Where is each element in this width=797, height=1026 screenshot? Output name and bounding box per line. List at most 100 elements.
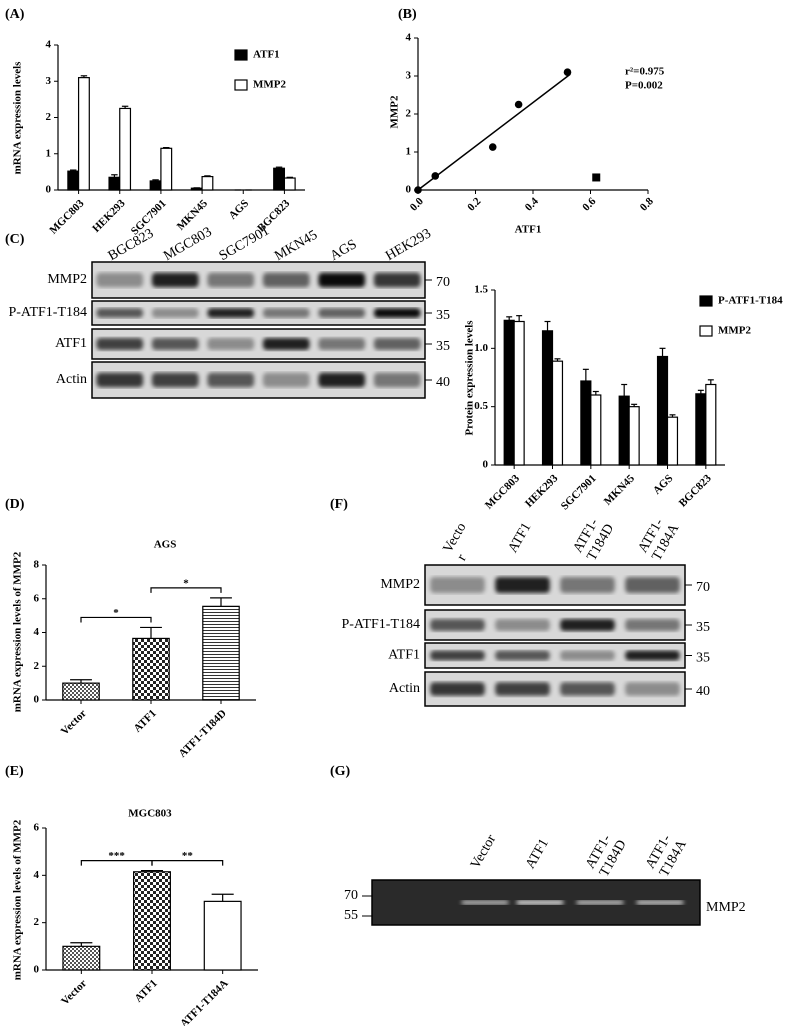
x-tick-label: SGC7901 <box>559 472 599 512</box>
band <box>151 338 199 350</box>
lane-label: ATF1-T184D <box>571 514 618 564</box>
panel-label: (E) <box>5 764 24 779</box>
y-tick-label: 2 <box>34 660 40 672</box>
lane-label: ATF1-T184A <box>636 513 683 564</box>
x-tick-label: MGC803 <box>47 197 87 237</box>
bar <box>541 330 554 466</box>
lane-label-line: ATF1 <box>523 836 552 871</box>
x-tick-label: MGC803 <box>483 472 523 512</box>
band <box>373 272 421 288</box>
band <box>495 577 550 593</box>
row-label: Actin <box>56 372 87 387</box>
band <box>207 372 255 388</box>
band <box>625 682 680 696</box>
lane-label-line: ATF1 <box>506 520 535 555</box>
panel-label: (F) <box>330 497 348 512</box>
lane-label-line: SGC7901 <box>217 224 272 265</box>
band-label: MMP2 <box>706 900 746 915</box>
legend-swatch <box>699 325 713 337</box>
band <box>151 272 199 288</box>
band <box>560 650 615 661</box>
bar <box>202 605 240 701</box>
y-tick-label: 3 <box>46 75 52 87</box>
marker-label: 35 <box>436 308 450 323</box>
y-tick-label: 4 <box>34 869 40 881</box>
error-bar <box>286 176 293 179</box>
y-tick-label: 0 <box>483 459 489 471</box>
blot-frame <box>91 328 426 360</box>
lane-label-line: MGC803 <box>161 225 214 264</box>
y-tick-label: 1 <box>46 147 52 159</box>
band <box>151 308 199 318</box>
legend-label: MMP2 <box>253 79 286 91</box>
point <box>414 186 422 194</box>
band <box>430 650 485 661</box>
row-label: Actin <box>389 681 420 696</box>
y-axis-label: Protein expression levels <box>464 320 476 436</box>
band <box>636 900 684 905</box>
x-tick-label: BGC823 <box>677 472 714 509</box>
band <box>430 577 485 593</box>
legend-label: ATF1 <box>253 49 280 61</box>
band <box>151 372 199 388</box>
lane-label: ATF1-T184A <box>643 829 690 880</box>
fit-line <box>417 73 571 191</box>
lane-label-line: AGS <box>328 237 360 264</box>
panel-label: (A) <box>5 7 25 22</box>
lane-label-line: Vector <box>468 832 499 871</box>
error-bar <box>697 389 704 394</box>
band <box>373 308 421 318</box>
y-axis-label: MMP2 <box>389 95 401 128</box>
legend-swatch <box>234 49 248 61</box>
band <box>625 650 680 661</box>
row-label: ATF1 <box>388 648 420 663</box>
x-tick-label: 0.4 <box>523 195 542 214</box>
point <box>592 173 601 182</box>
bar <box>628 406 640 466</box>
lane-label: ATF1 <box>523 836 552 871</box>
chart-title: MGC803 <box>128 808 172 820</box>
error-bar <box>163 146 170 149</box>
marker-label: 70 <box>696 580 710 595</box>
band <box>560 682 615 696</box>
point <box>514 100 523 109</box>
row-label: MMP2 <box>47 272 87 287</box>
band <box>262 372 310 388</box>
error-bar <box>592 390 599 395</box>
lane-label-line: r <box>455 552 470 564</box>
bar <box>149 180 162 191</box>
band <box>495 650 550 661</box>
band <box>96 272 144 288</box>
significance-bracket <box>151 860 224 866</box>
marker-label: 40 <box>696 684 710 699</box>
y-tick-label: 6 <box>34 592 40 604</box>
significance-label: * <box>113 607 119 619</box>
y-tick-label: 1.0 <box>474 342 488 354</box>
x-tick-label: 0.0 <box>408 195 427 214</box>
blot-frame <box>91 300 426 326</box>
bar <box>273 167 286 191</box>
y-tick-label: 1 <box>406 146 412 158</box>
bar <box>77 77 90 191</box>
point <box>563 68 572 76</box>
y-tick-label: 2 <box>46 111 52 123</box>
error-bar <box>516 315 523 322</box>
bar <box>695 393 707 466</box>
x-tick-label: Vector <box>59 707 89 737</box>
y-tick-label: 0 <box>406 184 412 196</box>
y-tick-label: 2 <box>406 108 412 120</box>
band <box>576 900 624 905</box>
band <box>262 338 310 350</box>
band <box>96 372 144 388</box>
band <box>96 338 144 350</box>
band <box>625 577 680 593</box>
bar <box>133 871 171 971</box>
marker-label: 55 <box>344 908 358 923</box>
x-tick-label: AGS <box>227 197 251 221</box>
row-label: P-ATF1-T184 <box>8 305 87 320</box>
y-tick-label: 8 <box>34 559 40 571</box>
y-axis-label: mRNA expression levels <box>12 61 24 175</box>
y-tick-label: 0.5 <box>474 400 488 412</box>
error-bar <box>506 316 513 321</box>
error-bar <box>544 320 551 331</box>
